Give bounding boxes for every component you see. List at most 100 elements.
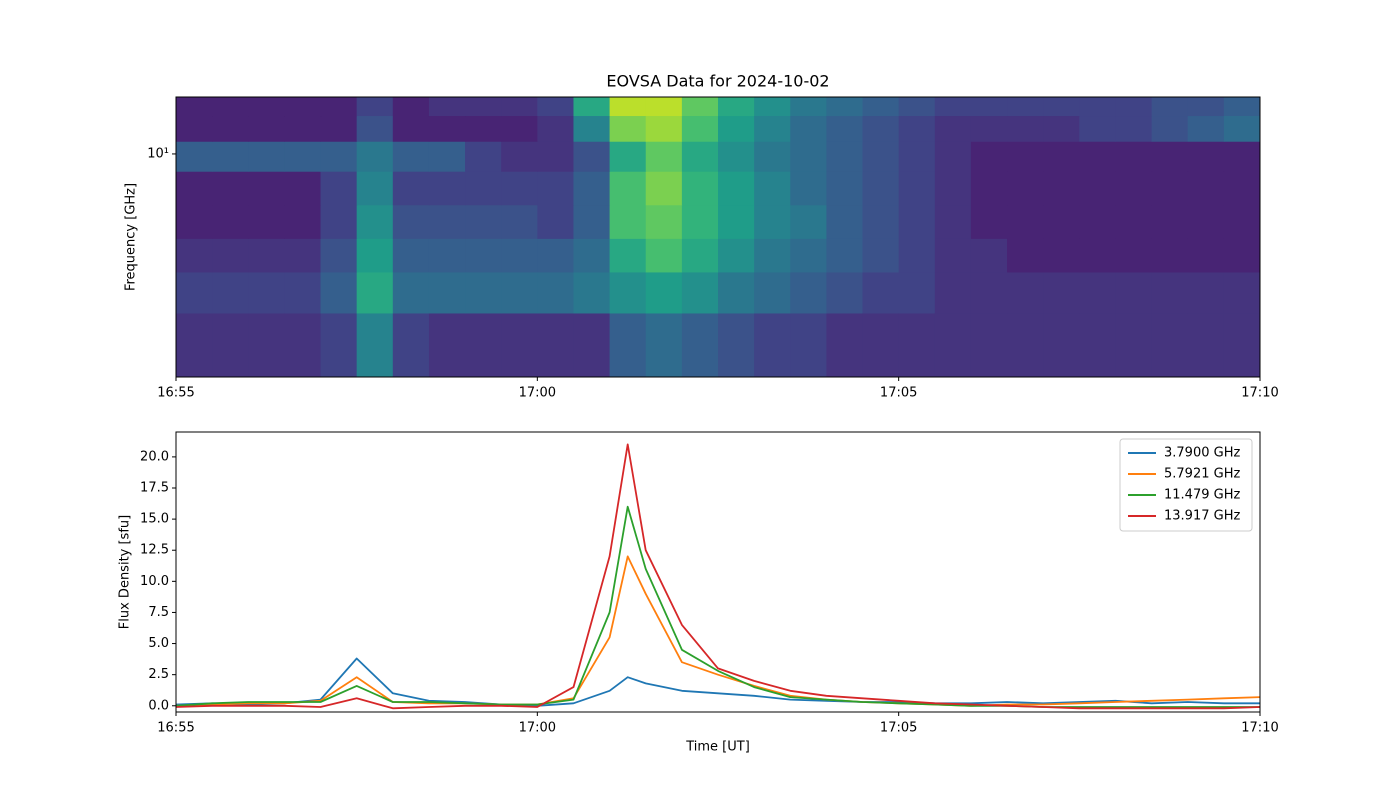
spectrogram-cell xyxy=(537,115,574,142)
legend-label: 13.917 GHz xyxy=(1164,509,1240,524)
spectrogram-cell xyxy=(826,97,864,117)
spectrogram-cell xyxy=(212,204,249,239)
spectrogram-cell xyxy=(428,141,466,172)
spectrogram-cell xyxy=(1079,141,1116,172)
spectrogram-cell xyxy=(934,312,972,378)
spectrogram-cell xyxy=(681,115,719,142)
spectrogram-cell xyxy=(898,271,936,314)
x-tick-label: 16:55 xyxy=(157,386,194,401)
spectrogram-cell xyxy=(1043,271,1080,314)
spectrogram-cell xyxy=(754,312,791,378)
spectrogram-cell xyxy=(573,115,611,142)
spectrogram-cell xyxy=(898,171,936,206)
spectrogram-cell xyxy=(1043,312,1080,378)
spectrogram-cell xyxy=(573,97,611,117)
spectrogram-cell xyxy=(428,312,466,378)
spectrogram-cell xyxy=(392,115,430,142)
spectrogram-cell xyxy=(1043,97,1080,117)
spectrogram-cell xyxy=(428,171,466,206)
spectrogram-cell xyxy=(501,141,538,172)
spectrogram-cell xyxy=(1079,115,1116,142)
x-tick-label: 17:00 xyxy=(519,721,556,736)
spectrogram-cell xyxy=(645,204,683,239)
spectrogram-cell xyxy=(1223,115,1261,142)
spectrogram-cell xyxy=(826,238,864,273)
spectrogram-cell xyxy=(970,115,1008,142)
y-tick-label: 12.5 xyxy=(140,543,169,558)
spectrogram-cell xyxy=(1115,171,1153,206)
spectrogram-cell xyxy=(718,271,755,314)
plot-frame xyxy=(175,431,1261,713)
spectrogram-cell xyxy=(862,271,900,314)
spectrogram-cell xyxy=(1187,238,1225,273)
spectrogram-cell xyxy=(790,141,827,172)
spectrogram-cell xyxy=(754,238,791,273)
series-line xyxy=(175,505,1260,708)
spectrogram-cell xyxy=(681,204,719,239)
spectrogram-cell xyxy=(1115,115,1153,142)
y-tick-label: 10.0 xyxy=(140,574,169,589)
spectrogram-cell xyxy=(392,271,430,314)
spectrogram-cell xyxy=(790,171,827,206)
spectrogram-cell xyxy=(754,204,791,239)
y-tick-label: 10¹ xyxy=(147,146,169,161)
spectrogram-cell xyxy=(248,271,285,314)
spectrogram-cell xyxy=(537,171,574,206)
spectrogram-cell xyxy=(428,97,466,117)
spectrogram-cell xyxy=(970,141,1008,172)
spectrogram-cell xyxy=(754,97,791,117)
spectrogram-cell xyxy=(1151,141,1189,172)
spectrogram-cell xyxy=(718,97,755,117)
spectrogram-cell xyxy=(609,271,647,314)
spectrogram-cell xyxy=(537,312,574,378)
spectrogram-cell xyxy=(320,238,358,273)
legend-box xyxy=(1119,438,1253,532)
spectrogram-cell xyxy=(1223,271,1261,314)
spectrogram-cell xyxy=(898,97,936,117)
spectrogram-cell xyxy=(320,204,358,239)
spectrogram-cell xyxy=(681,271,719,314)
spectrogram-cell xyxy=(1115,238,1153,273)
x-axis-label: Time [UT] xyxy=(685,740,750,755)
spectrogram-cell xyxy=(790,312,827,378)
y-tick-label: 20.0 xyxy=(140,449,169,464)
spectrogram-cell xyxy=(465,115,502,142)
spectrogram-cell xyxy=(1079,171,1116,206)
x-tick-label: 16:55 xyxy=(157,721,194,736)
spectrogram-cell xyxy=(1151,204,1189,239)
spectrogram-cell xyxy=(284,171,322,206)
chart-title: EOVSA Data for 2024-10-02 xyxy=(606,72,829,91)
spectrogram-cell xyxy=(465,97,502,117)
spectrogram-cell xyxy=(1043,238,1080,273)
spectrogram-cell xyxy=(1115,204,1153,239)
spectrogram-cell xyxy=(537,238,574,273)
spectrogram-cell xyxy=(1007,141,1044,172)
spectrogram-cell xyxy=(428,115,466,142)
spectrogram-cell xyxy=(501,115,538,142)
spectrogram-cell xyxy=(573,141,611,172)
spectrogram-cell xyxy=(465,271,502,314)
spectrogram xyxy=(176,97,1261,378)
y-tick-label: 15.0 xyxy=(140,512,169,527)
spectrogram-cell xyxy=(1223,97,1261,117)
spectrogram-cell xyxy=(392,171,430,206)
spectrogram-cell xyxy=(320,171,358,206)
spectrogram-cell xyxy=(1187,312,1225,378)
spectrogram-cell xyxy=(1151,97,1189,117)
x-tick-label: 17:05 xyxy=(880,721,917,736)
spectrogram-cell xyxy=(862,141,900,172)
spectrogram-cell xyxy=(573,238,611,273)
spectrogram-cell xyxy=(1079,238,1116,273)
spectrogram-cell xyxy=(1007,271,1044,314)
spectrogram-cell xyxy=(934,238,972,273)
spectrogram-cell xyxy=(248,115,285,142)
spectrogram-cell xyxy=(176,115,213,142)
spectrogram-cell xyxy=(826,115,864,142)
spectrogram-cell xyxy=(284,271,322,314)
spectrogram-cell xyxy=(609,141,647,172)
spectrogram-cell xyxy=(1151,171,1189,206)
spectrogram-cell xyxy=(718,171,755,206)
spectrogram-cell xyxy=(392,97,430,117)
spectrogram-cell xyxy=(320,271,358,314)
spectrogram-cell xyxy=(790,271,827,314)
